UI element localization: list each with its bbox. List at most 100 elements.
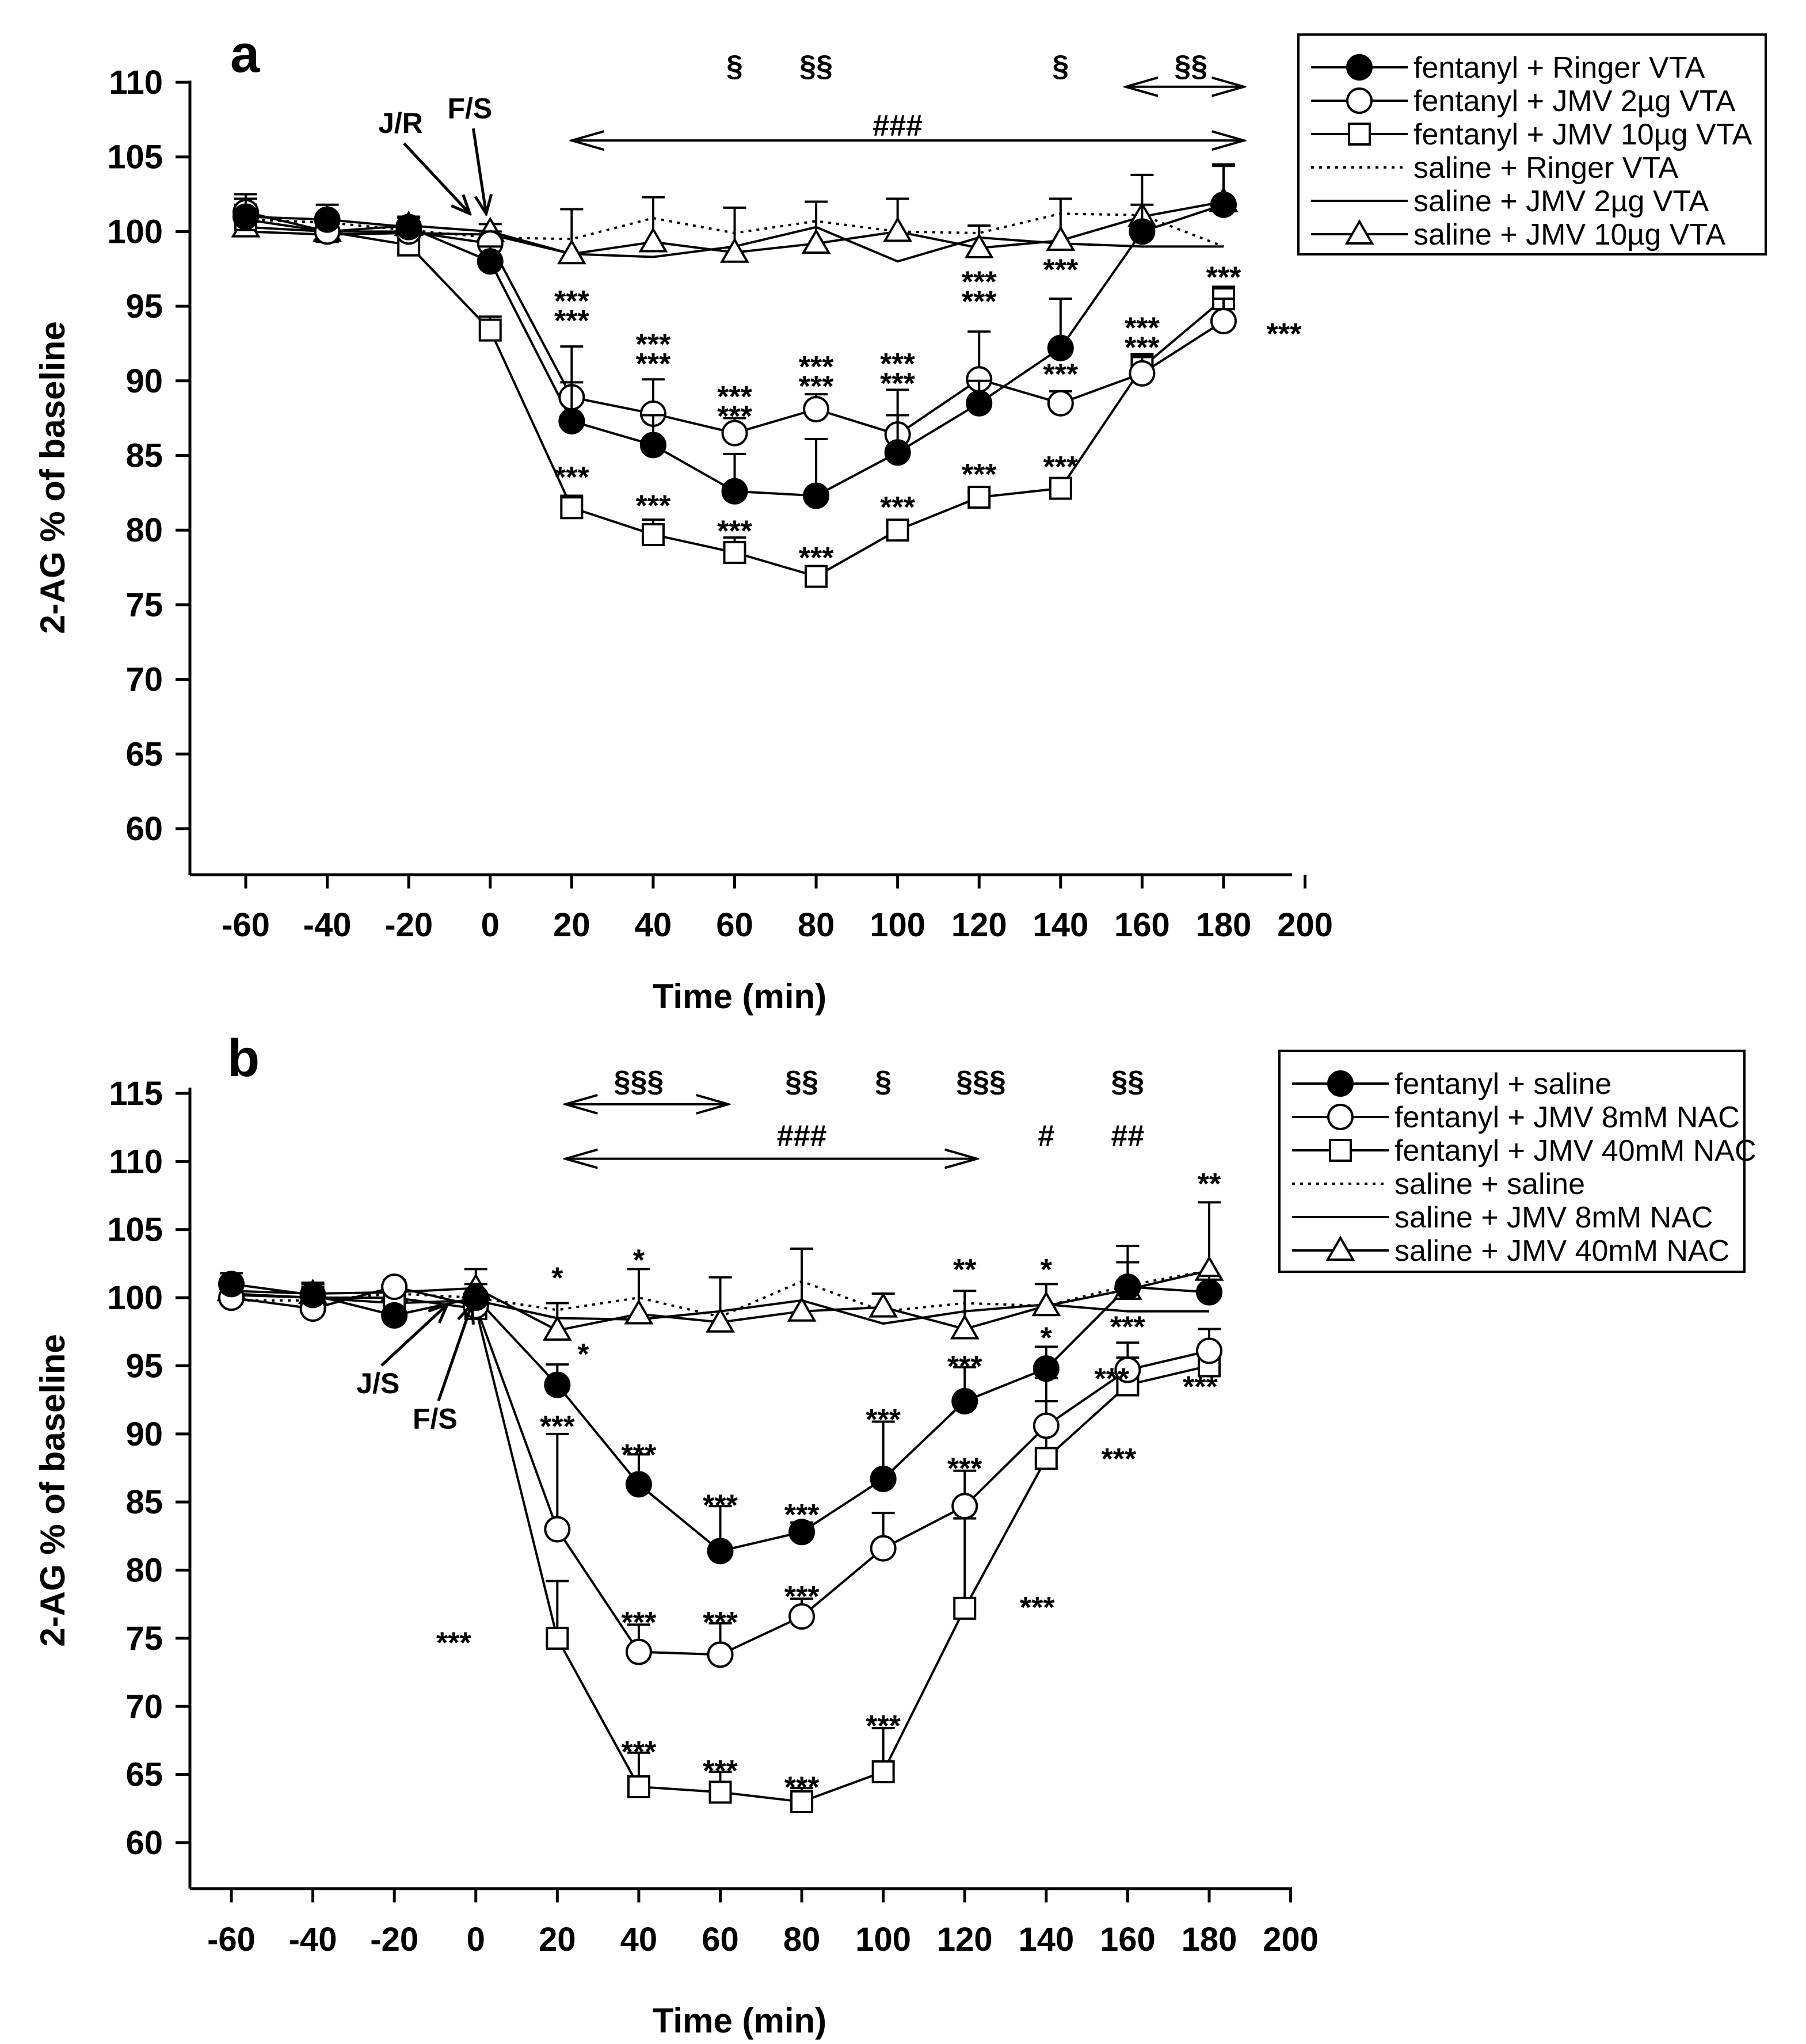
data-point [870, 1535, 897, 1562]
significance-stars: *** [436, 1627, 471, 1660]
x-tick-label: 160 [1114, 906, 1170, 944]
data-point [314, 206, 341, 233]
series-line-2 [231, 1286, 1210, 1656]
significance-stars: *** [1101, 1443, 1136, 1476]
significance-stars: *** [717, 514, 752, 548]
significance-stars: *** [784, 1771, 820, 1805]
significance-stars: *** [554, 285, 589, 318]
legend-label: saline + saline [1394, 1168, 1585, 1201]
data-point [1196, 1279, 1222, 1306]
data-point [720, 237, 749, 263]
significance-stars: *** [622, 1606, 657, 1639]
x-tick-label: 100 [870, 906, 925, 944]
data-point [803, 396, 830, 423]
legend-label: fentanyl + Ringer VTA [1413, 51, 1705, 85]
data-point [886, 518, 909, 542]
significance-stars: *** [799, 370, 834, 403]
y-tick-label: 90 [125, 1416, 163, 1453]
data-point [624, 1299, 654, 1325]
data-point [478, 318, 502, 342]
y-tick-label: 60 [125, 1824, 163, 1862]
section-mark: § [1052, 49, 1069, 83]
y-tick-label: 105 [107, 1211, 163, 1249]
section-mark: §§ [1111, 1065, 1144, 1098]
significance-stars: * [551, 1261, 563, 1295]
y-tick-label: 110 [109, 1143, 163, 1180]
data-point [707, 1538, 734, 1565]
series-6-marks [216, 1201, 1224, 1341]
x-tick-label: -60 [207, 1921, 256, 1958]
data-point [560, 496, 584, 520]
significance-stars: *** [1110, 1310, 1145, 1344]
x-tick-label: 80 [798, 906, 835, 944]
data-point [868, 1292, 898, 1318]
x-tick-label: -60 [222, 906, 270, 944]
significance-stars: *** [636, 489, 671, 523]
legend-label: fentanyl + JMV 40mM NAC [1394, 1134, 1757, 1168]
legend-marker [1327, 1104, 1354, 1130]
significance-stars: *** [784, 1580, 820, 1614]
data-point [546, 1626, 569, 1650]
data-point [1196, 1337, 1222, 1364]
data-point [708, 1780, 732, 1804]
data-point [544, 1371, 571, 1398]
hash-mark: # [1038, 1119, 1054, 1153]
y-tick-label: 100 [107, 213, 163, 250]
x-tick-label: 140 [1018, 1921, 1074, 1958]
injection-arrow [471, 128, 486, 213]
data-point [721, 420, 748, 447]
x-tick-label: -20 [370, 1921, 418, 1958]
significance-stars: *** [880, 491, 915, 524]
data-point [299, 1282, 326, 1309]
x-tick-label: 0 [467, 1921, 485, 1958]
significance-stars: *** [866, 1710, 901, 1743]
significance-stars: *** [636, 328, 671, 361]
data-point [871, 1760, 895, 1783]
injection-arrow [380, 1305, 447, 1367]
x-tick-label: 20 [539, 1921, 576, 1958]
significance-stars: *** [622, 1736, 657, 1769]
section-mark: §§§ [956, 1065, 1006, 1098]
data-point [477, 248, 504, 275]
data-point [218, 1271, 245, 1298]
panel-a-plot-area: ****************************************… [231, 49, 1302, 588]
data-point [805, 565, 828, 588]
significance-stars: *** [1125, 331, 1160, 365]
data-point [790, 1790, 814, 1813]
y-tick-label: 95 [125, 1347, 163, 1385]
panel-b-x-axis-title: Time (min) [653, 2001, 826, 2040]
series-1-marks [233, 165, 1237, 509]
x-tick-label: -40 [289, 1921, 337, 1958]
data-point [883, 216, 913, 242]
data-point [788, 1519, 816, 1546]
y-tick-label: 75 [125, 586, 163, 624]
data-point [233, 203, 259, 230]
significance-stars: *** [1020, 1591, 1055, 1624]
legend-label: fentanyl + JMV 10µg VTA [1413, 118, 1752, 151]
significance-stars: *** [703, 1489, 738, 1523]
panel-b-x-ticks: -60 -40 -20 0 20 40 60 80 100 120 140 160 180 200 [207, 1889, 1319, 1958]
panel-b-y-axis-title: 2-AG % of baseline [33, 1334, 72, 1646]
significance-stars: *** [540, 1410, 575, 1443]
data-point [951, 1493, 978, 1520]
significance-stars: *** [1125, 312, 1160, 345]
data-point [557, 239, 586, 265]
y-tick-label: 95 [125, 288, 163, 325]
significance-stars: * [1041, 1321, 1053, 1355]
significance-stars: *** [1267, 318, 1302, 351]
panel-a-legend-box [1297, 33, 1767, 255]
significance-stars: *** [703, 1606, 738, 1639]
x-tick-label: 20 [553, 906, 590, 944]
data-point [788, 1603, 816, 1630]
y-tick-label: 70 [125, 1688, 163, 1725]
data-point [639, 432, 666, 459]
data-point [787, 1296, 817, 1322]
legend-marker [1327, 1070, 1354, 1097]
significance-stars: *** [622, 1439, 657, 1472]
series-1-marks [218, 1245, 1222, 1565]
hash-mark: ### [777, 1119, 827, 1153]
x-tick-label: 120 [937, 1921, 993, 1958]
significance-stars: *** [784, 1498, 820, 1532]
